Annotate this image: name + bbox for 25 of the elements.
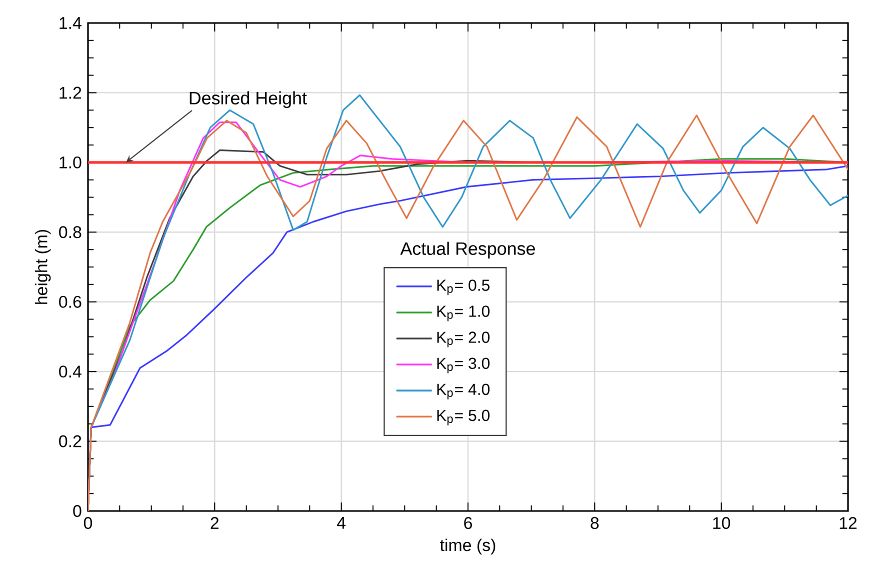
legend-label: K$_{p}$= 0.5	[437, 280, 490, 296]
legend-label: K$_{p}$= 2.0	[437, 332, 490, 348]
x-axis-title: time (s)	[440, 538, 496, 554]
x-tick-label: 6	[464, 517, 472, 530]
y-tick-label: 0.6	[59, 296, 82, 308]
y-axis-title: height (m)	[34, 230, 51, 304]
y-tick-label: 1.2	[60, 86, 82, 99]
x-tick-label: 12	[840, 517, 857, 529]
y-tick-label: 1.4	[60, 17, 82, 29]
y-tick-label: 0.2	[59, 435, 82, 448]
annotation: Desired Height	[190, 91, 307, 108]
x-tick-label: 10	[713, 517, 730, 530]
legend-label: K$_{p}$= 5.0	[437, 410, 490, 426]
y-tick-label: 0	[73, 505, 82, 517]
legend-label: K$_{p}$= 4.0	[437, 384, 490, 400]
x-tick-label: 8	[590, 517, 599, 530]
legend-label: K$_{p}$= 1.0	[437, 306, 490, 322]
x-tick-label: 4	[337, 517, 346, 529]
y-tick-label: 0.8	[59, 226, 82, 238]
x-tick-label: 0	[84, 517, 92, 530]
y-tick-label: 1.0	[60, 156, 82, 168]
legend-label: K$_{p}$= 3.0	[437, 358, 490, 374]
x-tick-label: 2	[210, 517, 219, 529]
y-tick-label: 0.4	[59, 366, 82, 378]
legend-title: Actual Response	[400, 242, 535, 259]
